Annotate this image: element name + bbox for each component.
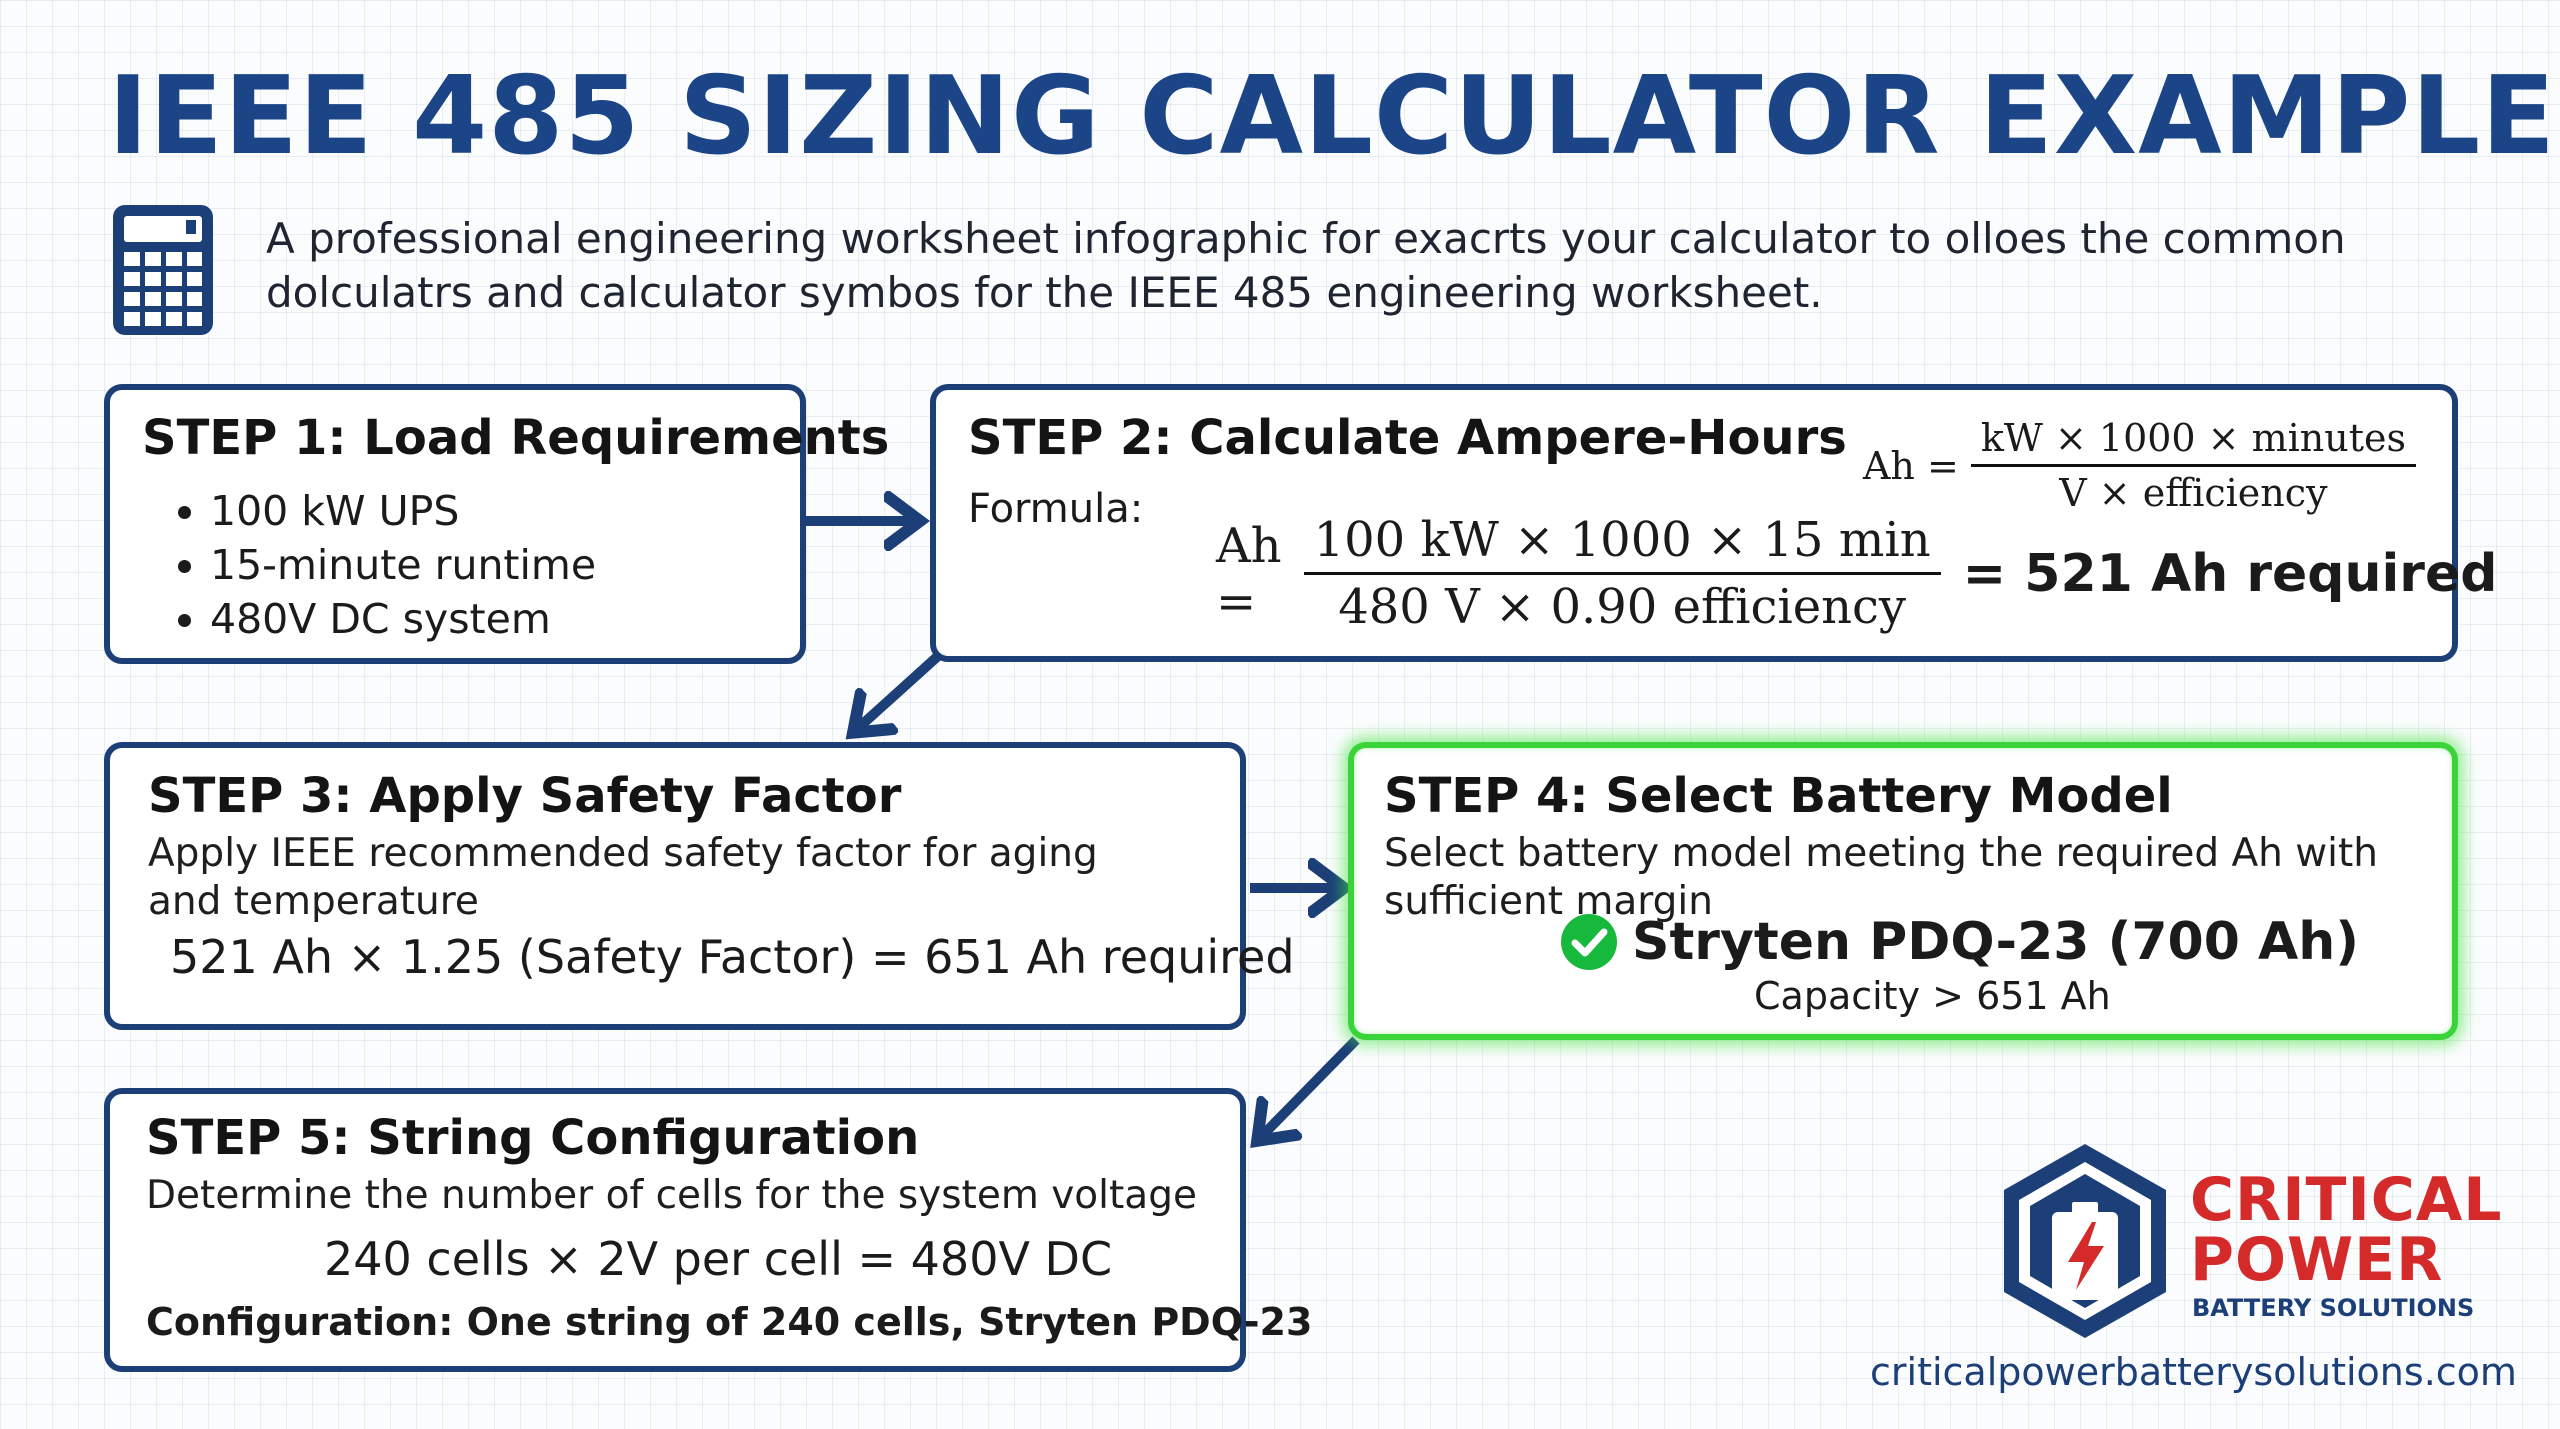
formula-label: Formula: (968, 486, 1144, 532)
page-title: IEEE 485 SIZING CALCULATOR EXAMPLE (108, 54, 2556, 179)
general-formula-denominator: V × efficiency (2059, 471, 2328, 515)
step1-box: STEP 1: Load Requirements 100 kW UPS 15-… (104, 384, 889, 664)
logo-tagline: BATTERY SOLUTIONS (2192, 1294, 2475, 1322)
intro-text: A professional engineering worksheet inf… (266, 214, 2346, 317)
step2-heading: STEP 2: Calculate Ampere-Hours (968, 410, 1847, 466)
calc-numerator: 100 kW × 1000 × 15 min (1303, 512, 1941, 575)
step4-heading: STEP 4: Select Battery Model (1384, 768, 2173, 824)
step2-box: STEP 2: Calculate Ampere-Hours Formula: … (930, 384, 2497, 662)
step3-heading: STEP 3: Apply Safety Factor (148, 768, 902, 824)
arrow-step2-to-step3 (856, 652, 942, 730)
website-url: criticalpowerbatterysolutions.com (1870, 1350, 2517, 1394)
step1-bullet-list: 100 kW UPS 15-minute runtime 480V DC sys… (130, 484, 596, 646)
step1-bullet: 15-minute runtime (210, 538, 596, 592)
configuration-summary: Configuration: One string of 240 cells, … (146, 1300, 1313, 1344)
logo-critical: CRITICAL (2190, 1165, 2503, 1235)
capacity-note: Capacity > 651 Ah (1754, 974, 2111, 1018)
logo-power: POWER (2190, 1225, 2444, 1295)
step4-description: Select battery model meeting the require… (1384, 831, 2379, 924)
battery-shield-icon (1996, 1140, 2174, 1342)
step3-description: Apply IEEE recommended safety factor for… (148, 831, 1098, 924)
step5-box: STEP 5: String Configuration Determine t… (104, 1088, 1312, 1372)
step3-box: STEP 3: Apply Safety Factor Apply IEEE r… (104, 742, 1295, 1030)
ah-result: = 521 Ah required (1962, 543, 2498, 604)
arrow-step4-to-step5 (1260, 1036, 1360, 1138)
general-formula-numerator: kW × 1000 × minutes (1970, 416, 2416, 467)
general-formula-fraction: kW × 1000 × minutes V × efficiency (1970, 416, 2416, 515)
step5-description: Determine the number of cells for the sy… (146, 1173, 1197, 1218)
step1-bullet: 100 kW UPS (210, 484, 596, 538)
selected-model-row: Stryten PDQ-23 (700 Ah) (1560, 912, 2359, 972)
safety-factor-calc: 521 Ah × 1.25 (Safety Factor) = 651 Ah r… (170, 930, 1295, 984)
step5-heading: STEP 5: String Configuration (146, 1110, 920, 1166)
calculator-icon (110, 202, 216, 338)
selected-model: Stryten PDQ-23 (700 Ah) (1632, 912, 2360, 972)
general-formula-lhs: Ah = (1862, 443, 1959, 488)
step1-bullet: 480V DC system (210, 592, 596, 646)
general-formula: Ah = kW × 1000 × minutes V × efficiency (1863, 416, 2416, 515)
calc-lhs: Ah = (1216, 517, 1282, 630)
step1-heading: STEP 1: Load Requirements (142, 410, 890, 466)
string-calc: 240 cells × 2V per cell = 480V DC (324, 1232, 1113, 1286)
calc-denominator: 480 V × 0.90 efficiency (1338, 579, 1907, 635)
step4-box: STEP 4: Select Battery Model Select batt… (1348, 742, 2458, 1040)
check-circle-icon (1560, 913, 1618, 971)
calc-fraction: 100 kW × 1000 × 15 min 480 V × 0.90 effi… (1303, 512, 1941, 635)
calculation-row: Ah = 100 kW × 1000 × 15 min 480 V × 0.90… (1216, 512, 2497, 635)
